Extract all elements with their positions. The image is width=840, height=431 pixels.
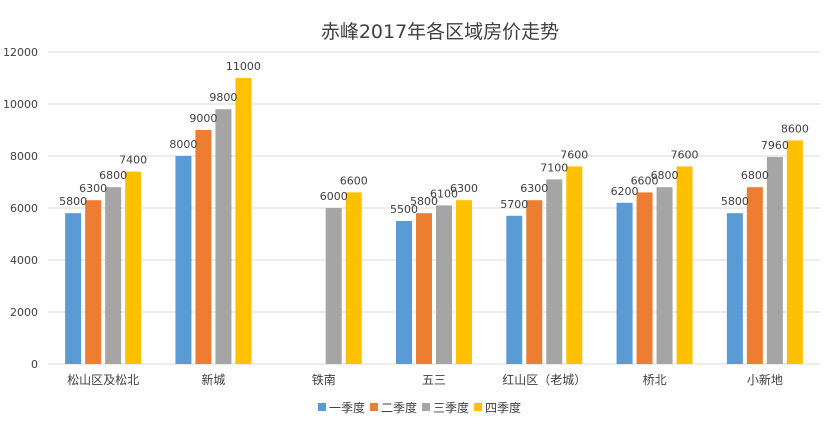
- data-label: 7960: [761, 139, 789, 152]
- bar: [215, 109, 232, 364]
- bar: [726, 213, 743, 364]
- y-tick-label: 2000: [10, 306, 38, 319]
- y-tick-label: 10000: [3, 98, 38, 111]
- bar: [175, 156, 192, 364]
- chart-title: 赤峰2017年各区域房价走势: [321, 21, 559, 43]
- bar: [65, 213, 82, 364]
- x-tick-label: 铁南: [312, 372, 336, 387]
- data-label: 5800: [59, 195, 87, 208]
- bar: [506, 215, 523, 364]
- legend-swatch: [474, 403, 482, 411]
- legend-label: 四季度: [485, 400, 521, 415]
- y-tick-label: 6000: [10, 202, 38, 215]
- x-tick-label: 红山区（老城）: [502, 372, 586, 387]
- data-label: 6300: [450, 182, 478, 195]
- data-label: 7600: [560, 148, 588, 161]
- bar: [125, 171, 142, 364]
- x-tick-label: 五三: [422, 373, 446, 387]
- data-label: 6300: [520, 182, 548, 195]
- bar: [676, 166, 693, 364]
- legend-label: 二季度: [381, 400, 417, 415]
- data-label: 6600: [631, 174, 659, 187]
- legend-swatch: [318, 403, 326, 411]
- data-label: 8000: [169, 138, 197, 151]
- data-label: 6200: [611, 185, 639, 198]
- data-label: 6800: [651, 169, 679, 182]
- bar: [786, 140, 803, 364]
- bar: [325, 208, 342, 364]
- bar: [416, 213, 432, 364]
- data-label: 5800: [410, 195, 438, 208]
- legend-label: 一季度: [329, 400, 365, 415]
- data-label: 6800: [99, 169, 127, 182]
- bar: [235, 78, 252, 364]
- data-label: 6800: [741, 169, 769, 182]
- data-label: 7400: [119, 154, 147, 167]
- bar: [85, 200, 102, 364]
- bar: [766, 157, 783, 364]
- bar: [636, 192, 653, 364]
- data-label: 7600: [671, 148, 699, 161]
- data-label: 11000: [226, 60, 261, 73]
- legend-swatch: [422, 403, 430, 411]
- bar: [616, 202, 633, 364]
- y-tick-label: 0: [31, 358, 38, 371]
- legend-label: 三季度: [433, 400, 469, 415]
- x-tick-label: 新城: [201, 372, 225, 387]
- data-label: 6100: [430, 187, 458, 200]
- y-tick-label: 12000: [3, 46, 38, 59]
- bar: [195, 130, 212, 364]
- data-label: 5800: [721, 195, 749, 208]
- bar: [566, 166, 583, 364]
- legend-swatch: [370, 403, 378, 411]
- x-tick-label: 桥北: [643, 373, 667, 387]
- bar: [105, 187, 122, 364]
- bar: [345, 192, 362, 364]
- data-label: 9800: [209, 91, 237, 104]
- data-label: 6300: [79, 182, 107, 195]
- y-tick-label: 4000: [10, 254, 38, 267]
- bar: [456, 200, 472, 364]
- data-label: 6600: [340, 174, 368, 187]
- x-tick-label: 小新地: [747, 372, 783, 387]
- x-tick-label: 松山区及松北: [67, 373, 139, 387]
- bar: [746, 187, 763, 364]
- bar: [396, 221, 412, 364]
- data-label: 8600: [781, 122, 809, 135]
- bar: [546, 179, 563, 364]
- data-label: 5500: [390, 203, 418, 216]
- bar: [436, 205, 452, 364]
- data-label: 5700: [500, 198, 528, 211]
- data-label: 6000: [320, 190, 348, 203]
- bar: [526, 200, 543, 364]
- bar: [656, 187, 673, 364]
- data-label: 7100: [540, 161, 568, 174]
- data-label: 9000: [189, 112, 217, 125]
- y-tick-label: 8000: [10, 150, 38, 163]
